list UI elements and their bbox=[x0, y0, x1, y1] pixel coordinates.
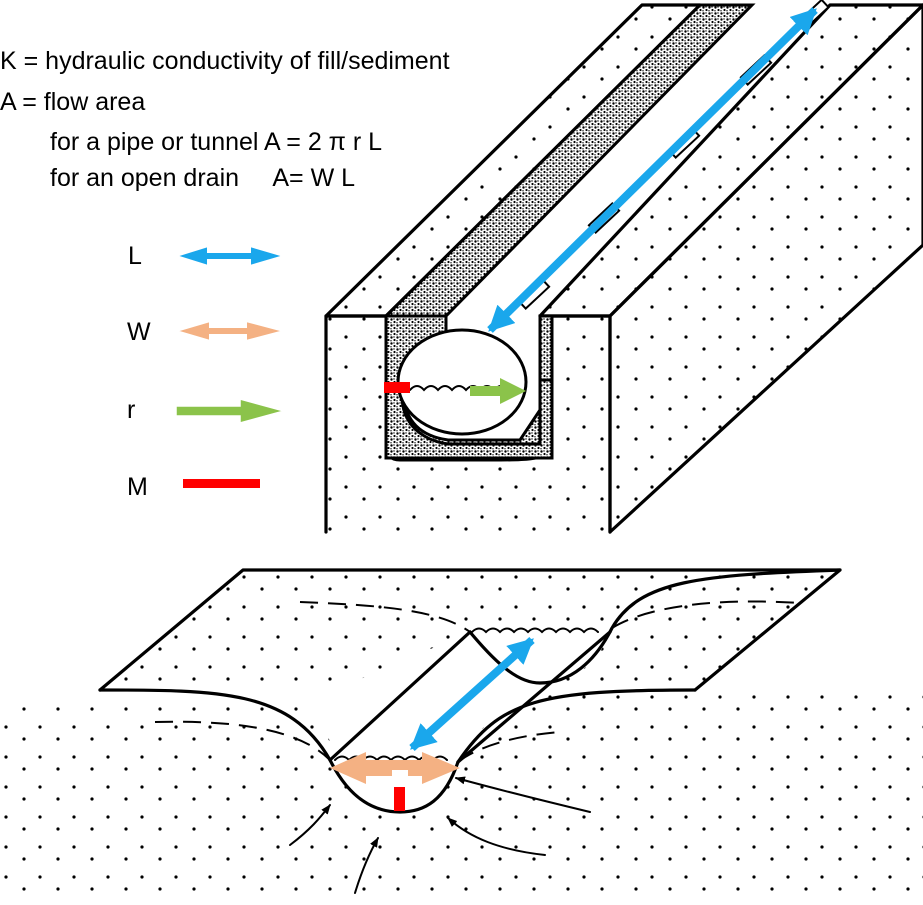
definitions-block: K = hydraulic conductivity of fill/sedim… bbox=[0, 47, 450, 192]
trench-figure bbox=[324, 0, 923, 534]
legend-label-r: r bbox=[127, 396, 135, 424]
k-definition: K = hydraulic conductivity of fill/sedim… bbox=[0, 47, 450, 75]
legend-label-l: L bbox=[128, 242, 142, 270]
legend-label-m: M bbox=[127, 473, 148, 501]
drain-area-formula: for an open drain A= W L bbox=[50, 164, 355, 192]
bar-icon bbox=[183, 479, 260, 488]
pipe-area-formula: for a pipe or tunnel A = 2 π r L bbox=[50, 128, 382, 156]
double-arrow-icon bbox=[172, 319, 288, 343]
open-drain-figure bbox=[0, 568, 923, 905]
arrow-icon bbox=[175, 398, 287, 424]
double-arrow-icon bbox=[172, 244, 288, 268]
legend: L W r M bbox=[127, 242, 288, 501]
a-definition: A = flow area bbox=[0, 88, 145, 116]
legend-label-w: W bbox=[127, 318, 151, 346]
